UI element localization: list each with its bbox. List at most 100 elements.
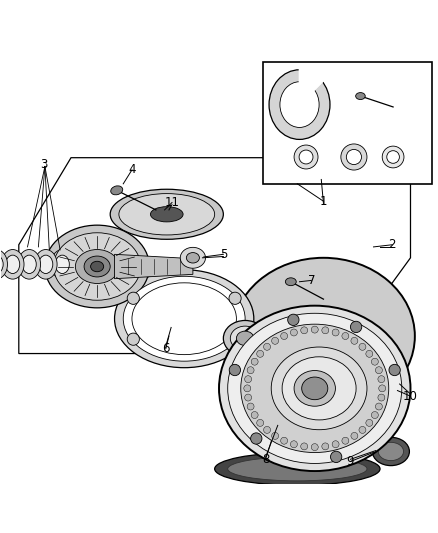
Ellipse shape (115, 270, 254, 368)
Circle shape (281, 437, 288, 444)
Ellipse shape (6, 255, 20, 273)
Ellipse shape (378, 442, 403, 461)
Text: 6: 6 (162, 342, 170, 355)
Circle shape (247, 403, 254, 410)
Circle shape (247, 367, 254, 374)
Circle shape (322, 443, 329, 450)
Ellipse shape (230, 326, 260, 351)
Ellipse shape (372, 437, 410, 466)
Circle shape (311, 326, 318, 333)
Circle shape (244, 385, 251, 392)
Circle shape (332, 441, 339, 448)
Circle shape (342, 333, 349, 340)
Circle shape (281, 333, 288, 340)
Circle shape (378, 376, 385, 383)
Polygon shape (19, 158, 410, 353)
Circle shape (332, 329, 339, 336)
Circle shape (375, 367, 382, 374)
Ellipse shape (237, 331, 254, 345)
Wedge shape (300, 68, 326, 104)
Ellipse shape (119, 193, 215, 235)
Circle shape (245, 394, 251, 401)
Text: 9: 9 (347, 455, 354, 468)
Circle shape (127, 333, 139, 345)
Text: 2: 2 (389, 238, 396, 251)
Ellipse shape (286, 278, 296, 286)
Circle shape (322, 327, 329, 334)
Circle shape (290, 329, 297, 336)
Text: 3: 3 (40, 158, 47, 171)
Ellipse shape (1, 249, 24, 279)
Ellipse shape (0, 255, 3, 273)
Ellipse shape (271, 347, 367, 430)
Circle shape (311, 443, 318, 450)
Circle shape (359, 343, 366, 350)
Circle shape (331, 451, 342, 463)
Circle shape (251, 433, 262, 444)
Ellipse shape (219, 305, 410, 471)
Ellipse shape (269, 70, 330, 140)
Circle shape (379, 385, 386, 392)
Circle shape (290, 441, 297, 448)
Ellipse shape (280, 82, 319, 127)
Text: 1: 1 (320, 195, 327, 208)
Ellipse shape (341, 144, 367, 170)
Text: 8: 8 (262, 453, 269, 466)
Ellipse shape (45, 225, 149, 308)
Circle shape (272, 337, 279, 344)
Circle shape (272, 432, 279, 439)
Ellipse shape (294, 370, 336, 406)
Ellipse shape (356, 93, 365, 100)
Text: 5: 5 (220, 248, 227, 261)
Circle shape (378, 394, 385, 401)
Circle shape (351, 337, 358, 344)
Ellipse shape (51, 249, 74, 279)
Circle shape (301, 327, 307, 334)
Ellipse shape (186, 253, 199, 263)
Circle shape (351, 432, 358, 439)
Text: 11: 11 (165, 196, 180, 209)
Circle shape (389, 365, 400, 376)
Ellipse shape (39, 255, 53, 273)
Ellipse shape (55, 255, 69, 273)
Ellipse shape (346, 149, 361, 165)
Ellipse shape (232, 258, 415, 415)
Ellipse shape (123, 276, 245, 361)
Ellipse shape (132, 283, 237, 354)
Ellipse shape (53, 233, 141, 300)
Circle shape (229, 333, 241, 345)
Circle shape (366, 419, 373, 426)
Ellipse shape (18, 249, 41, 279)
Ellipse shape (302, 377, 328, 400)
Bar (262, 62, 432, 184)
Ellipse shape (150, 207, 183, 222)
Ellipse shape (382, 146, 404, 168)
Text: 4: 4 (128, 164, 136, 176)
Circle shape (251, 358, 258, 365)
Ellipse shape (387, 151, 399, 163)
Circle shape (257, 419, 264, 426)
Circle shape (342, 437, 349, 444)
Ellipse shape (110, 189, 223, 239)
Ellipse shape (228, 313, 402, 463)
Text: 7: 7 (307, 274, 315, 287)
Circle shape (371, 411, 378, 418)
Circle shape (264, 343, 271, 350)
Circle shape (375, 403, 382, 410)
Circle shape (127, 292, 139, 304)
Circle shape (371, 358, 378, 365)
Circle shape (257, 350, 264, 357)
Ellipse shape (228, 457, 367, 481)
Ellipse shape (223, 320, 267, 356)
Ellipse shape (180, 247, 205, 268)
Ellipse shape (241, 324, 389, 453)
Circle shape (245, 376, 251, 383)
Circle shape (229, 292, 241, 304)
Ellipse shape (75, 249, 119, 284)
Circle shape (301, 443, 307, 450)
Ellipse shape (91, 261, 104, 272)
Circle shape (251, 411, 258, 418)
Circle shape (359, 426, 366, 433)
Circle shape (288, 314, 299, 326)
Ellipse shape (111, 186, 123, 195)
